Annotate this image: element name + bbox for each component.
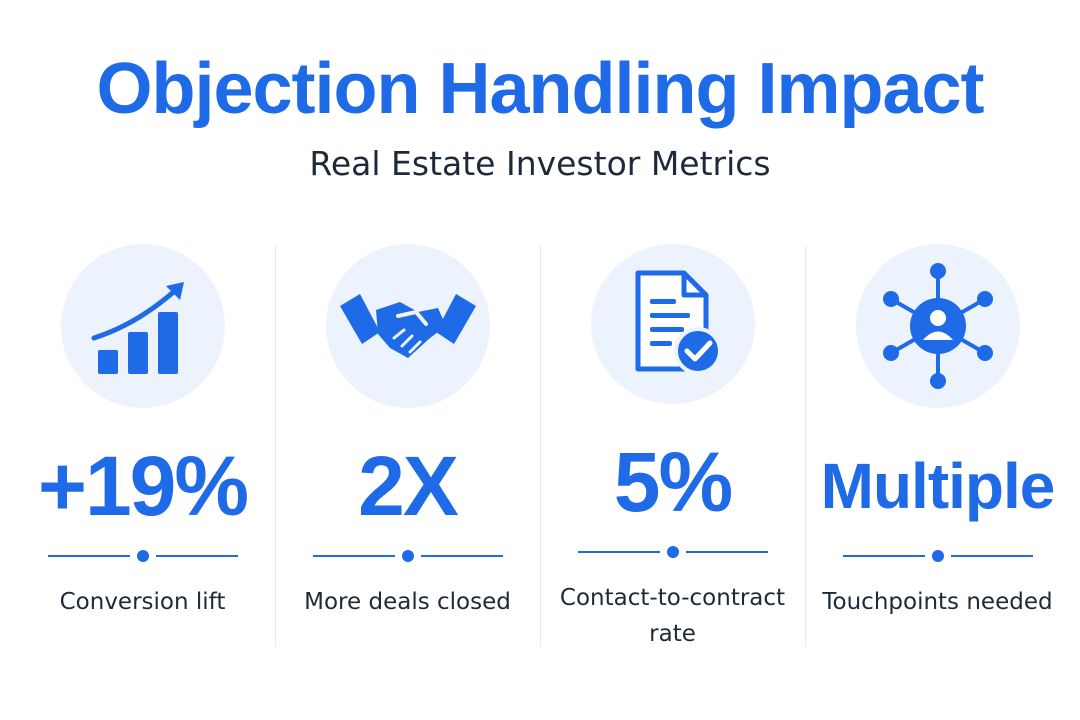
metric-value: +19%	[37, 439, 249, 533]
handshake-icon	[325, 244, 490, 408]
metric-label: Contact-to-contract rate	[559, 585, 786, 647]
metric-divider	[842, 550, 1033, 562]
column-separator	[275, 246, 276, 646]
metric-label: More deals closed	[304, 589, 511, 615]
column-separator	[540, 246, 541, 646]
page-title: Objection Handling Impact	[96, 49, 984, 129]
metric-value: Multiple	[820, 450, 1056, 522]
metric-card-touchpoints: Multiple Touchpoints needed	[805, 232, 1070, 652]
growth-chart-icon	[60, 244, 225, 408]
metric-divider	[577, 546, 768, 559]
network-person-icon	[855, 244, 1020, 408]
metric-label: Touchpoints needed	[822, 589, 1053, 615]
metric-card-deals: 2X More deals closed	[275, 232, 540, 652]
metric-card-contract: 5% Contact-to-contract rate	[540, 232, 805, 652]
metric-divider	[47, 550, 238, 562]
metrics-row: +19% Conversion lift 2X More deals close…	[10, 232, 1070, 652]
document-check-icon	[590, 244, 755, 405]
page-subtitle: Real Estate Investor Metrics	[309, 144, 771, 183]
metric-divider	[312, 550, 503, 562]
metric-value: 2X	[358, 439, 459, 533]
column-separator	[805, 246, 806, 646]
metric-value: 5%	[613, 435, 733, 530]
metric-card-conversion: +19% Conversion lift	[10, 232, 275, 652]
metric-label: Conversion lift	[59, 589, 226, 615]
